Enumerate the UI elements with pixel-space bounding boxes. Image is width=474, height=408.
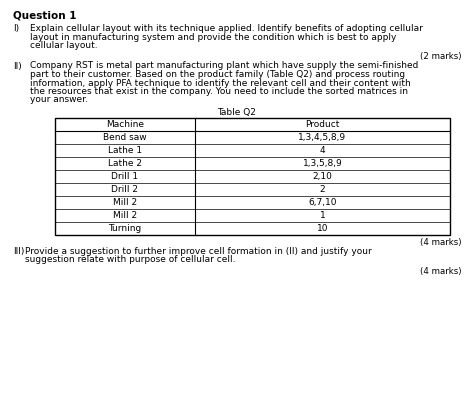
Text: Mill 2: Mill 2 <box>113 198 137 207</box>
Text: Question 1: Question 1 <box>13 10 76 20</box>
Text: Provide a suggestion to further improve cell formation in (II) and justify your: Provide a suggestion to further improve … <box>25 247 372 256</box>
Text: Turning: Turning <box>109 224 142 233</box>
Text: Table Q2: Table Q2 <box>218 108 256 117</box>
Text: Drill 1: Drill 1 <box>111 172 138 181</box>
Text: Lathe 1: Lathe 1 <box>108 146 142 155</box>
Text: cellular layout.: cellular layout. <box>30 41 98 50</box>
Text: your answer.: your answer. <box>30 95 88 104</box>
Text: II): II) <box>13 62 22 71</box>
Text: (2 marks): (2 marks) <box>420 53 462 62</box>
Text: Drill 2: Drill 2 <box>111 185 138 194</box>
Text: layout in manufacturing system and provide the condition which is best to apply: layout in manufacturing system and provi… <box>30 33 396 42</box>
Text: information, apply PFA technique to identify the relevant cell and their content: information, apply PFA technique to iden… <box>30 78 411 87</box>
Text: Product: Product <box>305 120 340 129</box>
Text: part to their customer. Based on the product family (Table Q2) and process routi: part to their customer. Based on the pro… <box>30 70 405 79</box>
Text: Lathe 2: Lathe 2 <box>108 159 142 168</box>
Text: 10: 10 <box>317 224 328 233</box>
Text: 1,3,4,5,8,9: 1,3,4,5,8,9 <box>299 133 346 142</box>
Text: Explain cellular layout with its technique applied. Identify benefits of adoptin: Explain cellular layout with its techniq… <box>30 24 423 33</box>
Text: I): I) <box>13 24 19 33</box>
Text: Machine: Machine <box>106 120 144 129</box>
Text: Mill 2: Mill 2 <box>113 211 137 220</box>
Bar <box>55 118 450 235</box>
Text: 2,10: 2,10 <box>312 172 332 181</box>
Text: the resources that exist in the company. You need to include the sorted matrices: the resources that exist in the company.… <box>30 87 408 96</box>
Text: 4: 4 <box>319 146 325 155</box>
Text: suggestion relate with purpose of cellular cell.: suggestion relate with purpose of cellul… <box>25 255 236 264</box>
Text: Company RST is metal part manufacturing plant which have supply the semi-finishe: Company RST is metal part manufacturing … <box>30 62 419 71</box>
Text: Bend saw: Bend saw <box>103 133 147 142</box>
Text: III): III) <box>13 247 24 256</box>
Text: 1: 1 <box>319 211 325 220</box>
Text: (4 marks): (4 marks) <box>420 238 462 247</box>
Text: (4 marks): (4 marks) <box>420 267 462 276</box>
Text: 6,7,10: 6,7,10 <box>308 198 337 207</box>
Text: 2: 2 <box>319 185 325 194</box>
Text: 1,3,5,8,9: 1,3,5,8,9 <box>302 159 342 168</box>
